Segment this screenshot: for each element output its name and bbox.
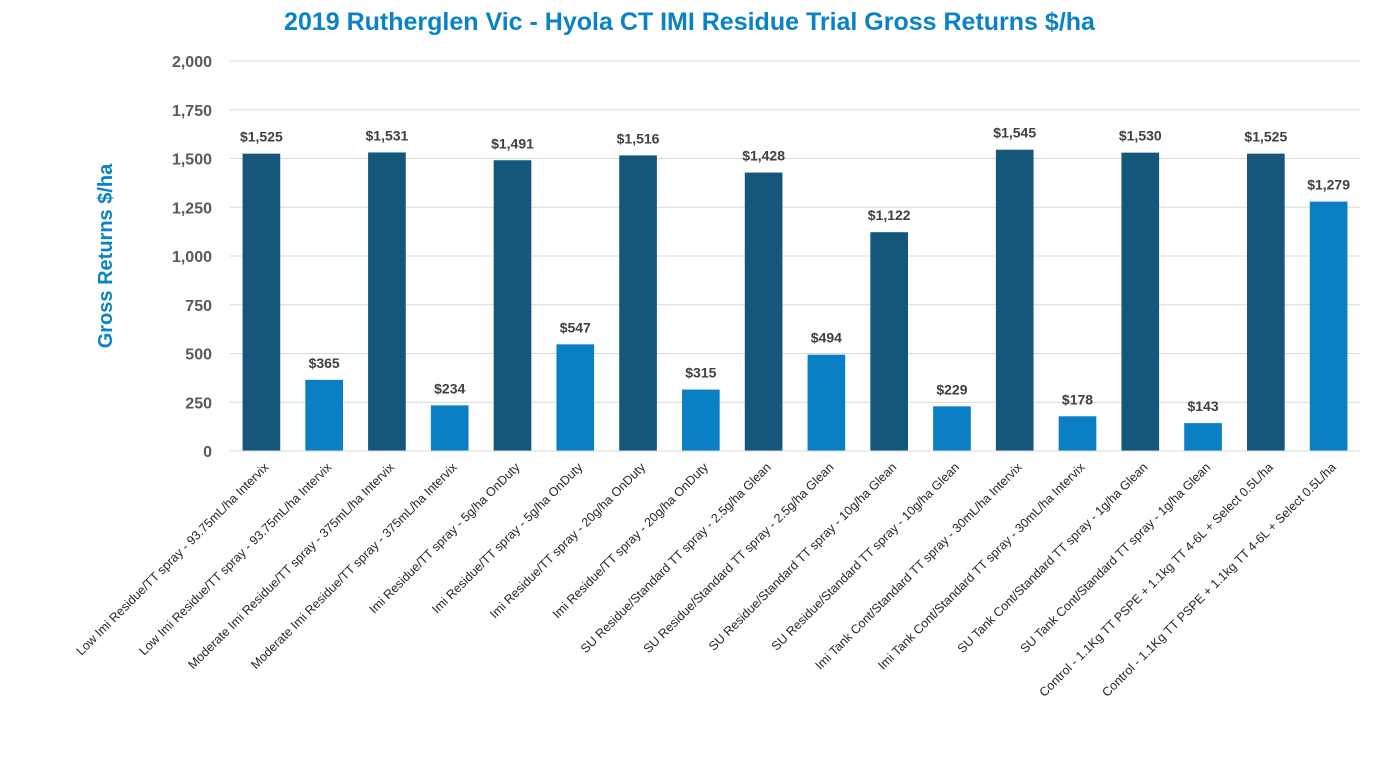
bar [807,354,846,451]
data-label: $178 [1062,391,1093,407]
bar [682,389,720,451]
bar [1184,423,1222,451]
bar [1309,201,1348,451]
data-label: $547 [560,319,591,335]
x-tick-label: Imi Tank Cont/Standard TT spray - 30mL/h… [875,460,1088,673]
data-label: $1,122 [868,207,911,223]
y-tick-label: 1,500 [172,152,212,169]
y-axis-title: Gross Returns $/ha [95,163,117,348]
data-label: $1,525 [1244,129,1287,145]
bar [1247,153,1285,451]
y-tick-label: 1,750 [172,103,212,120]
data-labels: $1,525 $365 $1,531 $234 $1,491 $547 $1,516 $315… [240,125,1350,414]
y-tick-label: 2,000 [172,54,212,71]
data-label: $1,525 [240,129,283,145]
data-label: $234 [434,380,465,396]
data-label: $365 [309,355,340,371]
y-tick-label: 250 [185,395,212,412]
x-tick-label: Moderate Imi Residue/TT spray - 375mL/ha… [248,460,460,672]
y-tick-label: 1,250 [172,200,212,217]
x-tick-label: Moderate Imi Residue/TT spray - 375mL/ha… [185,460,397,672]
y-tick-label: 500 [185,347,212,364]
bar [995,149,1034,451]
gridlines [230,60,1360,403]
bar [1058,416,1097,451]
x-axis-labels: Low Imi Residue/TT spray - 93.75mL/ha In… [74,460,1339,700]
data-label: $315 [685,365,716,381]
data-label: $143 [1187,398,1218,414]
data-label: $1,530 [1119,128,1162,144]
bar [368,152,406,451]
bar [305,379,343,451]
bar [430,405,469,451]
y-tick-label: 750 [185,298,212,315]
bar [744,172,783,452]
chart-title: 2019 Rutherglen Vic - Hyola CT IMI Resid… [284,8,1095,36]
data-label: $1,531 [366,127,409,143]
data-label: $494 [811,330,842,346]
bar [242,153,281,451]
data-label: $1,428 [742,148,785,164]
bar [870,232,908,451]
bar [493,160,532,451]
data-label: $229 [936,381,967,397]
bars [242,149,1348,452]
data-label: $1,545 [993,125,1036,141]
data-label: $1,279 [1307,177,1350,193]
data-label: $1,516 [617,130,660,146]
y-axis-ticks: 0 250 500 750 1,000 1,250 1,500 1,750 2,000 [172,54,212,461]
bar [1121,152,1160,451]
x-tick-label: Imi Tank Cont/Standard TT spray - 30mL/h… [813,460,1026,673]
x-tick-label: Control - 1.1Kg TT PSPE + 1.1kg TT 4-6L … [1099,460,1338,699]
data-label: $1,491 [491,135,534,151]
y-tick-label: 1,000 [172,249,212,266]
x-tick-label: Control - 1.1Kg TT PSPE + 1.1kg TT 4-6L … [1037,460,1276,699]
bar [619,155,657,451]
y-tick-label: 0 [203,444,212,461]
bar [933,406,971,451]
bar [556,344,595,451]
